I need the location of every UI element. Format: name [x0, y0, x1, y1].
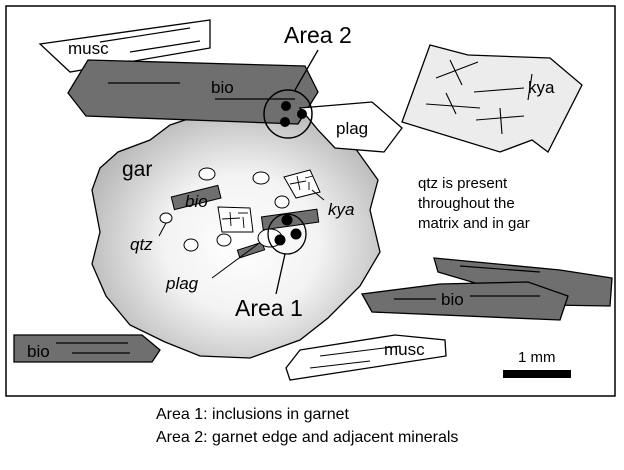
biotite-label-right: bio [441, 290, 464, 309]
area1-marker [267, 213, 307, 255]
area2-marker [263, 89, 313, 139]
note-line-2: throughout the [418, 195, 515, 212]
quartz-inclusion-label: qtz [130, 235, 153, 254]
quartz-inclusion [183, 238, 199, 252]
quartz-inclusion [198, 167, 216, 181]
biotite-grain-top [67, 59, 319, 125]
quartz-inclusion [274, 195, 290, 209]
biotite-grain-left [13, 334, 161, 363]
plagioclase-grain-matrix [298, 101, 403, 153]
scale-bar-label: 1 mm [518, 349, 556, 366]
biotite-inclusion-label: bio [185, 192, 208, 211]
quartz-inclusion [216, 233, 232, 247]
kyanite-grain-matrix [401, 44, 583, 153]
area1-label: Area 1 [235, 295, 303, 321]
plagioclase-label-matrix: plag [336, 119, 368, 138]
quartz-inclusion [252, 171, 270, 185]
quartz-inclusion [159, 212, 173, 224]
area2-label: Area 2 [284, 22, 352, 48]
kyanite-inclusion-1 [283, 169, 321, 199]
muscovite-label-bottom: musc [384, 340, 425, 359]
area1-leader [275, 253, 286, 295]
kyanite-inclusion-label: kya [328, 200, 354, 219]
biotite-label-left: bio [27, 342, 50, 361]
kyanite-inclusion-2 [217, 206, 254, 233]
caption-line-2: Area 2: garnet edge and adjacent mineral… [156, 429, 459, 446]
area2-leader [294, 49, 319, 91]
muscovite-grain-top [38, 19, 211, 73]
biotite-inclusion [170, 184, 222, 211]
caption-line-1: Area 1: inclusions in garnet [156, 406, 349, 423]
scale-bar [503, 370, 571, 378]
note-line-1: qtz is present [418, 175, 508, 192]
garnet-label: gar [122, 158, 152, 181]
kya-leader [311, 189, 325, 201]
kyanite-label-matrix: kya [528, 78, 555, 97]
note-line-3: matrix and in gar [418, 215, 530, 232]
plag-leader [211, 243, 259, 279]
qtz-leader [158, 222, 167, 237]
biotite-grain-right [360, 257, 613, 321]
plagioclase-inclusion-label: plag [165, 274, 199, 293]
muscovite-label-top: musc [68, 39, 109, 58]
muscovite-grain-bottom [285, 334, 447, 381]
biotite-label-top: bio [211, 78, 234, 97]
